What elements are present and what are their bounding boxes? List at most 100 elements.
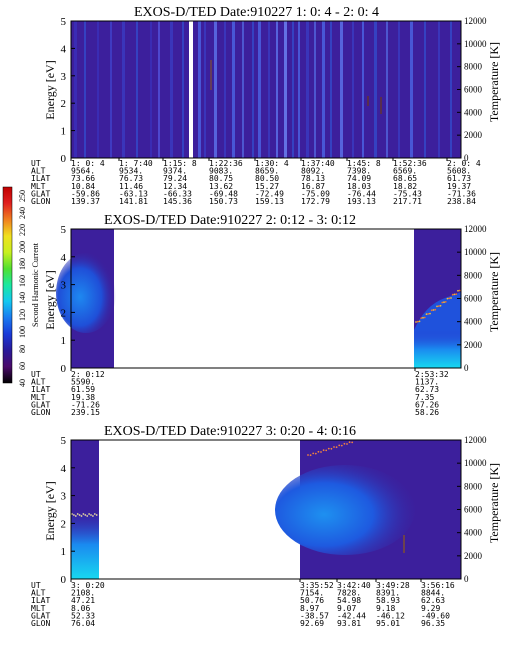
- ephemeris-value: 61.73: [447, 174, 471, 183]
- ephemeris-value: 10.84: [71, 182, 95, 191]
- temperature-point: [351, 441, 354, 444]
- spectrogram-stripe: [340, 21, 343, 158]
- ephemeris-value: 3:56:16: [421, 581, 455, 590]
- temperature-point: [88, 513, 90, 515]
- temperature-tick-label: 8000: [464, 270, 483, 280]
- ephemeris-value: 3: 0:20: [71, 581, 105, 590]
- colorbar-tick-label: 160: [18, 275, 27, 287]
- panel2-title: EXOS-D/TED Date:910227 2: 0:12 - 3: 0:12: [104, 213, 356, 228]
- energy-tick-label: 0: [61, 574, 67, 586]
- temperature-point: [95, 514, 98, 516]
- temperature-point: [333, 446, 335, 448]
- ephemeris-row-label: ILAT: [31, 174, 50, 183]
- temperature-tick-label: 8000: [464, 481, 483, 491]
- ephemeris-value: 61.59: [71, 385, 95, 394]
- panel3-yticks: 0 1 2 3 4 5: [61, 435, 75, 586]
- ephemeris-value: 172.79: [301, 197, 330, 206]
- temperature-point: [443, 301, 445, 304]
- temperature-point: [453, 293, 456, 296]
- temperature-point: [309, 454, 312, 457]
- ephemeris-value: 74.09: [347, 174, 371, 183]
- ephemeris-row-label: GLAT: [31, 400, 50, 409]
- panel2-plot-area: [56, 228, 462, 369]
- temperature-tick-label: 2000: [464, 340, 483, 350]
- panel3-title: EXOS-D/TED Date:910227 3: 0:20 - 4: 0:16: [104, 424, 356, 439]
- energy-tick-label: 2: [61, 518, 67, 530]
- temperature-point: [441, 301, 444, 304]
- ephemeris-value: -76.44: [347, 189, 376, 198]
- temperature-point: [314, 452, 317, 455]
- ephemeris-row-label: ALT: [31, 378, 46, 387]
- temperature-point: [327, 447, 330, 450]
- spectrogram-stripe: [410, 21, 413, 158]
- energy-tick-label: 4: [61, 43, 67, 55]
- ephemeris-value: 50.76: [300, 596, 324, 605]
- energy-tick-label: 2: [61, 98, 67, 110]
- ephemeris-row-label: UT: [31, 581, 41, 590]
- temperature-point: [325, 449, 328, 452]
- temperature-tick-label: 12000: [464, 16, 487, 26]
- spectrogram-stripe: [292, 21, 294, 158]
- spectrogram-stripe: [298, 21, 300, 158]
- spectrogram-stripe: [374, 21, 377, 158]
- ephemeris-value: 6569.: [393, 167, 417, 176]
- temperature-point: [348, 441, 351, 444]
- ephemeris-value: 9564.: [71, 167, 95, 176]
- spectrogram-stripe: [232, 21, 235, 158]
- ephemeris-row-label: ALT: [31, 589, 46, 598]
- colorbar-tick-label: 60: [18, 362, 27, 370]
- ephemeris-value: 5608.: [447, 167, 471, 176]
- ephemeris-value: 5590.: [71, 378, 95, 387]
- panel2-temperature-dots: [415, 289, 461, 323]
- panel2-cyan-band: [414, 330, 461, 368]
- panel1-ylabel: Energy [eV]: [43, 60, 57, 119]
- energy-tick-label: 1: [61, 126, 67, 138]
- temperature-tick-label: 0: [464, 574, 469, 584]
- temperature-tick-label: 6000: [464, 505, 483, 515]
- ephemeris-value: -59.86: [71, 189, 100, 198]
- spectrogram-stripe: [84, 21, 86, 158]
- temperature-tick-label: 2000: [464, 130, 483, 140]
- temperature-point: [84, 514, 87, 516]
- ephemeris-value: 1: 7:40: [119, 159, 153, 168]
- temperature-tick-label: 4000: [464, 317, 483, 327]
- temperature-point: [430, 309, 433, 312]
- spectrogram-stripe: [386, 21, 388, 158]
- temperature-tick-label: 0: [464, 363, 469, 373]
- ephemeris-value: -38.57: [300, 611, 329, 620]
- ephemeris-value: 141.81: [119, 197, 148, 206]
- panel-2: EXOS-D/TED Date:910227 2: 0:12 - 3: 0:12…: [31, 213, 501, 417]
- ephemeris-value: 217.71: [393, 197, 422, 206]
- temperature-point: [78, 514, 81, 516]
- energy-tick-label: 1: [61, 335, 67, 347]
- ephemeris-value: 150.73: [209, 197, 238, 206]
- ephemeris-row-label: ALT: [31, 167, 46, 176]
- ephemeris-value: 67.26: [415, 400, 439, 409]
- colorbar-tick-label: 80: [18, 345, 27, 353]
- temperature-tick-label: 12000: [464, 224, 487, 234]
- temperature-point: [343, 442, 346, 445]
- ephemeris-value: 58.93: [376, 596, 400, 605]
- ephemeris-value: 19.38: [71, 393, 95, 402]
- ephemeris-value: 15.27: [255, 182, 279, 191]
- temperature-point: [446, 297, 449, 300]
- ephemeris-row-label: UT: [31, 370, 41, 379]
- panel3-plot-area: [70, 439, 462, 580]
- temperature-point: [90, 514, 92, 516]
- ephemeris-value: 68.65: [393, 174, 417, 183]
- colorbar-label: Second Harmonic Current: [31, 242, 40, 327]
- panel3-cyan-band: [71, 510, 99, 579]
- ephemeris-row-label: GLON: [31, 197, 50, 206]
- ephemeris-value: 12.34: [163, 182, 187, 191]
- ephemeris-value: 1:15: 8: [163, 159, 197, 168]
- temperature-point: [458, 289, 461, 292]
- temperature-tick-label: 0: [464, 153, 469, 163]
- temperature-point: [335, 446, 338, 449]
- ephemeris-value: -63.13: [119, 189, 148, 198]
- ephemeris-value: 7828.: [337, 589, 361, 598]
- ephemeris-value: -72.49: [255, 189, 284, 198]
- energy-tick-label: 1: [61, 546, 67, 558]
- colorbar-tick-label: 40: [18, 379, 27, 387]
- ephemeris-value: 52.33: [71, 611, 95, 620]
